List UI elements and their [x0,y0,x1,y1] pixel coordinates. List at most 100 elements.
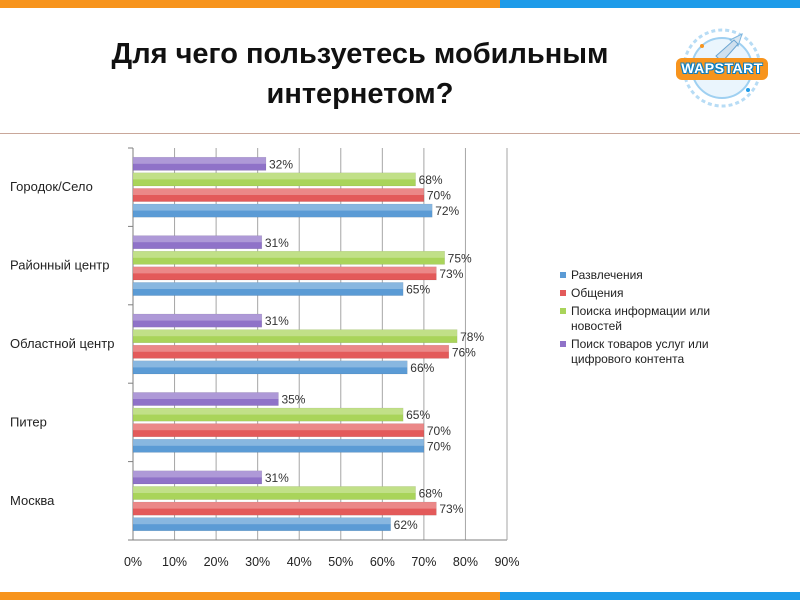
legend-swatch [560,272,566,278]
data-label: 73% [439,502,463,516]
bar [132,235,263,250]
data-label: 35% [281,393,305,407]
bar-highlight [133,517,391,525]
x-tick-label: 0% [124,555,142,569]
x-tick-label: 30% [245,555,270,569]
bar [132,360,408,375]
top-accent-bar [0,0,800,8]
bar [132,313,263,328]
legend-label: Общения [571,286,624,300]
data-label: 31% [265,236,289,250]
bar-highlight [133,486,416,493]
bar-highlight [133,266,437,274]
category-label: Районный центр [10,258,109,273]
slide-title-line1: Для чего пользуетесь мобильным [111,38,609,70]
bar [132,188,425,202]
bar [132,423,425,438]
legend-label: новостей [571,319,622,333]
bar [132,407,404,422]
bar-highlight [133,235,262,243]
data-label: 75% [448,251,472,265]
data-label: 66% [410,361,434,375]
bar [132,486,416,500]
title-divider [0,133,800,134]
bar [132,470,263,485]
slide-title-line2: интернетом? [266,78,454,110]
bar-highlight [133,439,424,446]
chart-legend: Развлечения Общения Поиска информации или н… [560,268,760,370]
bar-highlight [133,251,445,258]
bar-highlight [133,502,437,509]
data-label: 72% [435,204,459,218]
legend-item: Общения [560,286,760,301]
bar [132,392,279,406]
bar-highlight [133,392,279,399]
bar-highlight [133,188,424,195]
bar-highlight [133,470,262,478]
legend-swatch [560,308,566,314]
bar-highlight [133,282,404,289]
top-accent-orange [0,0,500,8]
bar-highlight [133,329,458,337]
legend-swatch [560,341,566,347]
x-tick-label: 10% [162,555,187,569]
legend-item: Поиск товаров услуг или цифрового контент… [560,337,760,367]
data-label: 70% [427,189,451,203]
bar-highlight [133,345,449,352]
bar [132,250,445,265]
bar [132,438,425,453]
legend-label: цифрового контента [571,352,685,366]
bar-highlight [133,423,424,431]
bar-chart: 0% 10% 20% 30% 40% 50% 60% 70% 80% 90% Городок/Сел… [10,147,520,569]
bar-highlight [133,172,416,180]
legend-label: Поиск товаров услуг или [571,337,709,351]
bar [132,156,267,171]
wapstart-logo-text: WAPSTART [681,60,763,76]
data-label: 68% [419,173,443,187]
bar [132,501,437,516]
x-tick-label: 60% [370,555,395,569]
bar-highlight [133,408,404,415]
x-tick-label: 70% [411,555,436,569]
bottom-accent-blue [500,592,800,600]
bar [132,172,416,187]
x-tick-label: 20% [204,555,229,569]
bar-highlight [133,314,262,321]
data-label: 78% [460,330,484,344]
bar [132,282,404,296]
data-label: 76% [452,345,476,359]
bar [132,517,391,532]
category-label: Областной центр [10,336,114,351]
data-label: 73% [439,267,463,281]
x-tick-label: 80% [453,555,478,569]
bar [132,329,458,344]
category-label: Городок/Село [10,179,93,194]
bar [132,344,450,359]
top-accent-blue [500,0,800,8]
data-label: 70% [427,439,451,453]
bar-highlight [133,204,433,211]
legend-label: Развлечения [571,268,643,282]
slide-title: Для чего пользуетесь мобильным интернето… [40,34,680,114]
category-label: Москва [10,493,55,508]
bar [132,203,433,218]
data-label: 62% [394,518,418,532]
legend-item: Поиска информации или новостей [560,304,760,334]
bottom-accent-orange [0,592,500,600]
x-tick-label: 90% [494,555,519,569]
category-label: Питер [10,414,47,429]
x-tick-label: 50% [328,555,353,569]
x-tick-label: 40% [287,555,312,569]
legend-item: Развлечения [560,268,760,283]
wapstart-logo [676,28,768,108]
data-label: 31% [265,314,289,328]
bottom-accent-bar [0,592,800,600]
legend-swatch [560,290,566,296]
data-label: 32% [269,157,293,171]
bar-highlight [133,360,408,368]
data-label: 70% [427,424,451,438]
legend-label: Поиска информации или [571,304,711,318]
data-label: 68% [419,487,443,501]
bar [132,266,437,281]
data-label: 65% [406,283,430,297]
